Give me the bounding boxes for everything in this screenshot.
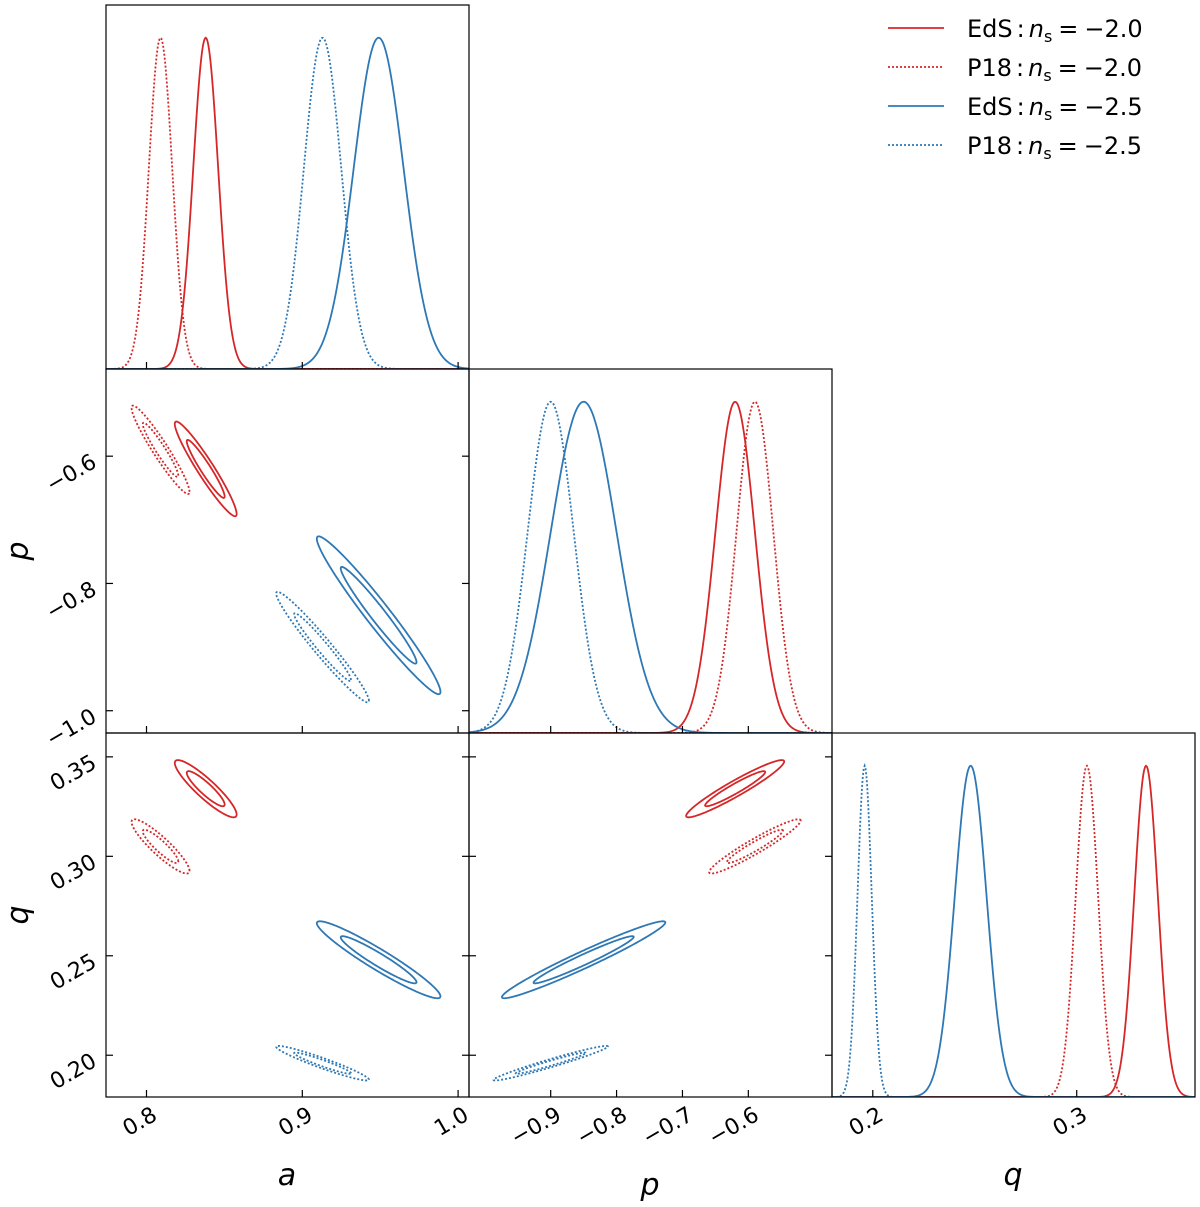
legend-value: −2.0 <box>1084 15 1142 43</box>
x-tick-label: −0.8 <box>573 1103 632 1151</box>
legend-name: EdS <box>967 15 1013 43</box>
contour <box>173 759 238 819</box>
contour <box>315 535 442 696</box>
legend-sep: = <box>1058 15 1078 43</box>
legend-symbol: n <box>1028 132 1043 160</box>
legend-sep: : <box>1016 54 1024 82</box>
contour <box>685 759 786 819</box>
contour <box>293 612 352 682</box>
legend-label: EdS: ns = −2.5 <box>967 93 1143 124</box>
legend-subscript: s <box>1043 144 1051 163</box>
marginal-curve <box>106 36 469 369</box>
panel <box>130 404 442 704</box>
contour <box>514 1051 587 1075</box>
legend-name: P18 <box>967 132 1012 160</box>
contour <box>130 818 191 875</box>
panel <box>492 759 802 1082</box>
legend-symbol: n <box>1029 15 1044 43</box>
marginal-curve <box>469 400 832 733</box>
contour <box>704 770 767 808</box>
y-tick-label: 0.20 <box>46 1049 101 1095</box>
y-axis-label: q <box>1 905 36 924</box>
panel-frame <box>468 368 833 734</box>
legend-sep: = <box>1058 54 1078 82</box>
contour <box>532 935 635 985</box>
marginal-curve <box>469 400 832 733</box>
y-axis-label: p <box>1 541 36 561</box>
marginal-curve <box>469 400 832 733</box>
panel-frame <box>468 732 833 1098</box>
contour <box>173 420 238 518</box>
x-tick-label: 0.9 <box>274 1103 317 1142</box>
x-tick-label: −0.6 <box>705 1103 764 1151</box>
marginal-curve <box>469 400 832 733</box>
contour <box>501 920 667 1000</box>
panel <box>832 763 1195 1097</box>
contour <box>339 935 418 985</box>
legend-label: P18: ns = −2.5 <box>967 132 1142 163</box>
panel-frame <box>831 732 1196 1098</box>
panel <box>130 759 442 1082</box>
x-tick-label: 0.3 <box>1049 1103 1092 1142</box>
y-tick-label: −0.8 <box>42 577 101 625</box>
contour <box>130 404 191 495</box>
x-tick-label: 1.0 <box>430 1103 473 1142</box>
y-tick-label: 0.25 <box>46 949 101 995</box>
x-tick-label: 0.8 <box>119 1103 162 1142</box>
marginal-curve <box>832 763 1195 1097</box>
marginal-curve <box>106 36 469 369</box>
x-axis-label: q <box>1003 1158 1022 1193</box>
x-tick-label: 0.2 <box>845 1103 888 1142</box>
marginal-curve <box>832 764 1195 1097</box>
x-axis-label: a <box>278 1158 296 1193</box>
contour <box>185 438 226 499</box>
contour <box>725 828 784 864</box>
x-tick-label: −0.9 <box>507 1103 566 1151</box>
legend-value: −2.0 <box>1084 54 1142 82</box>
y-tick-label: 0.30 <box>46 850 101 896</box>
contour <box>339 566 418 665</box>
marginal-curve <box>106 36 469 369</box>
legend-subscript: s <box>1043 66 1051 85</box>
legend-symbol: n <box>1028 54 1043 82</box>
legend-value: −2.5 <box>1084 93 1142 121</box>
legend-label: EdS: ns = −2.0 <box>967 15 1143 46</box>
legend-sep: : <box>1016 132 1024 160</box>
y-tick-label: 0.35 <box>46 750 101 796</box>
legend-subscript: s <box>1044 105 1052 124</box>
panel <box>106 36 469 369</box>
x-tick-label: −0.7 <box>639 1103 698 1151</box>
contour <box>185 770 226 808</box>
legend-name: P18 <box>967 54 1012 82</box>
legend-sep: : <box>1017 15 1025 43</box>
marginal-curve <box>106 36 469 369</box>
contour <box>492 1045 609 1082</box>
legend-name: EdS <box>967 93 1013 121</box>
contour <box>708 818 802 875</box>
panel <box>469 400 832 733</box>
legend-sep: = <box>1058 132 1078 160</box>
contour <box>141 828 180 864</box>
y-tick-label: −0.6 <box>42 450 101 498</box>
legend-subscript: s <box>1044 27 1052 46</box>
marginal-curve <box>832 764 1195 1097</box>
legend-symbol: n <box>1029 93 1044 121</box>
contour <box>293 1051 352 1075</box>
contour <box>315 920 442 1000</box>
panel-frame <box>105 368 470 734</box>
y-tick-label: −1.0 <box>42 704 101 752</box>
legend-sep: = <box>1058 93 1078 121</box>
contour <box>275 1045 370 1082</box>
panel-frame <box>105 732 470 1098</box>
legend-value: −2.5 <box>1084 132 1142 160</box>
x-axis-label: p <box>639 1168 659 1203</box>
contour <box>275 590 370 704</box>
marginal-curve <box>832 764 1195 1097</box>
legend-label: P18: ns = −2.0 <box>967 54 1142 85</box>
legend-sep: : <box>1017 93 1025 121</box>
contour <box>141 421 180 478</box>
